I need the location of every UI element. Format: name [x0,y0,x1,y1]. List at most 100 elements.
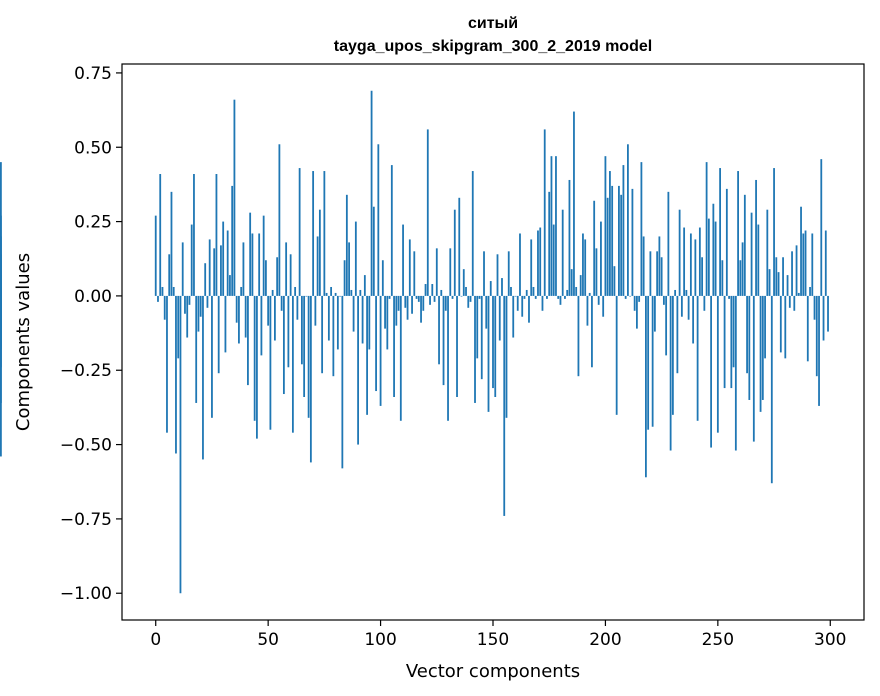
bar-129 [444,295,447,311]
bar-224 [658,236,661,296]
bar-151 [494,295,497,397]
bar-176 [550,156,553,296]
bar-138 [465,286,467,296]
bar-94 [366,295,368,415]
bar-194 [591,295,593,368]
bar-75 [323,171,326,296]
bar-98 [375,295,377,392]
x-tick-label: 50 [257,630,279,650]
bar-136 [460,295,463,297]
bar-106 [393,295,395,397]
bar-246 [707,218,710,296]
bar-170 [537,230,539,296]
bar-140 [469,295,472,302]
bar-160 [514,295,517,297]
bar-221 [651,295,654,427]
bar-158 [510,286,512,296]
bar-159 [512,295,515,338]
bar-237 [687,295,690,320]
bar-84 [343,260,346,296]
bar-114 [411,295,413,314]
bar-236 [685,289,688,296]
bar-111 [404,295,407,308]
bar-201 [606,197,609,296]
bar-47 [260,295,263,356]
y-tick-label: −1.00 [60,584,112,604]
bar-121 [426,129,429,296]
chart-subtitle: tayga_upos_skipgram_300_2_2019 model [334,38,652,55]
bar-119 [422,295,425,311]
bar-59 [287,295,290,368]
bar-260 [739,260,742,296]
y-axis-label: Components values [13,253,34,431]
bar-12 [181,242,184,296]
bar-57 [282,295,285,395]
bar-181 [561,209,564,296]
bar-2 [159,174,162,296]
bar-286 [797,292,800,296]
bar-277 [777,272,780,296]
bar-102 [384,295,386,329]
bar-115 [413,251,416,296]
bar-undefined [0,295,2,403]
bar-16 [190,224,193,296]
bar-130 [447,295,449,421]
bar-131 [449,248,452,296]
bar-190 [582,233,584,296]
bar-280 [784,295,787,359]
bar-33 [229,275,231,296]
y-axis-ticks: 0.75 0.50 0.25 0.00 −0.25 −0.50 −0.75 −1.00 [60,64,122,604]
bar-142 [474,295,476,403]
bar-38 [240,286,243,296]
bar-171 [539,227,542,296]
bar-125 [435,248,438,296]
bar-195 [593,200,596,296]
bar-91 [359,289,362,296]
bar-26 [213,248,216,296]
bar-70 [312,171,315,296]
bar-261 [741,242,744,296]
bar-58 [285,242,288,296]
x-axis-ticks: 0 50 100 150 200 250 300 [150,620,846,650]
y-tick-label: 0.75 [74,64,112,84]
bar-0 [154,215,157,296]
bar-177 [552,224,555,296]
bar-150 [492,295,494,389]
bar-60 [289,254,292,296]
bar-154 [501,278,503,296]
bar-292 [811,233,814,296]
bar-198 [600,221,602,296]
bar-14 [186,295,189,338]
bar-269 [759,295,762,412]
bar-48 [262,215,265,296]
bar-5 [166,295,168,433]
bar-200 [604,156,607,296]
bar-271 [764,295,766,359]
bar-43 [251,233,254,296]
bar-63 [296,295,299,320]
bar-96 [370,90,373,296]
bar-283 [791,251,793,296]
bar-249 [714,221,717,296]
bar-21 [202,295,204,460]
bar-219 [647,295,650,430]
bar-250 [716,295,719,433]
bar-296 [820,159,823,296]
bar-247 [710,295,712,448]
x-tick-label: 250 [702,630,734,650]
bar-56 [280,295,283,311]
bar-101 [381,260,384,296]
bar-68 [307,295,310,418]
y-tick-label: −0.50 [60,436,112,456]
x-tick-label: 200 [589,630,621,650]
bar-29 [220,245,222,296]
bar-28 [217,295,220,374]
bar-41 [247,295,249,386]
x-tick-label: 0 [150,630,161,650]
bar-184 [568,179,571,296]
bar-175 [548,191,551,296]
bar-213 [633,295,636,311]
bar-240 [694,239,697,296]
bar-36 [235,295,238,323]
bar-146 [483,251,485,296]
